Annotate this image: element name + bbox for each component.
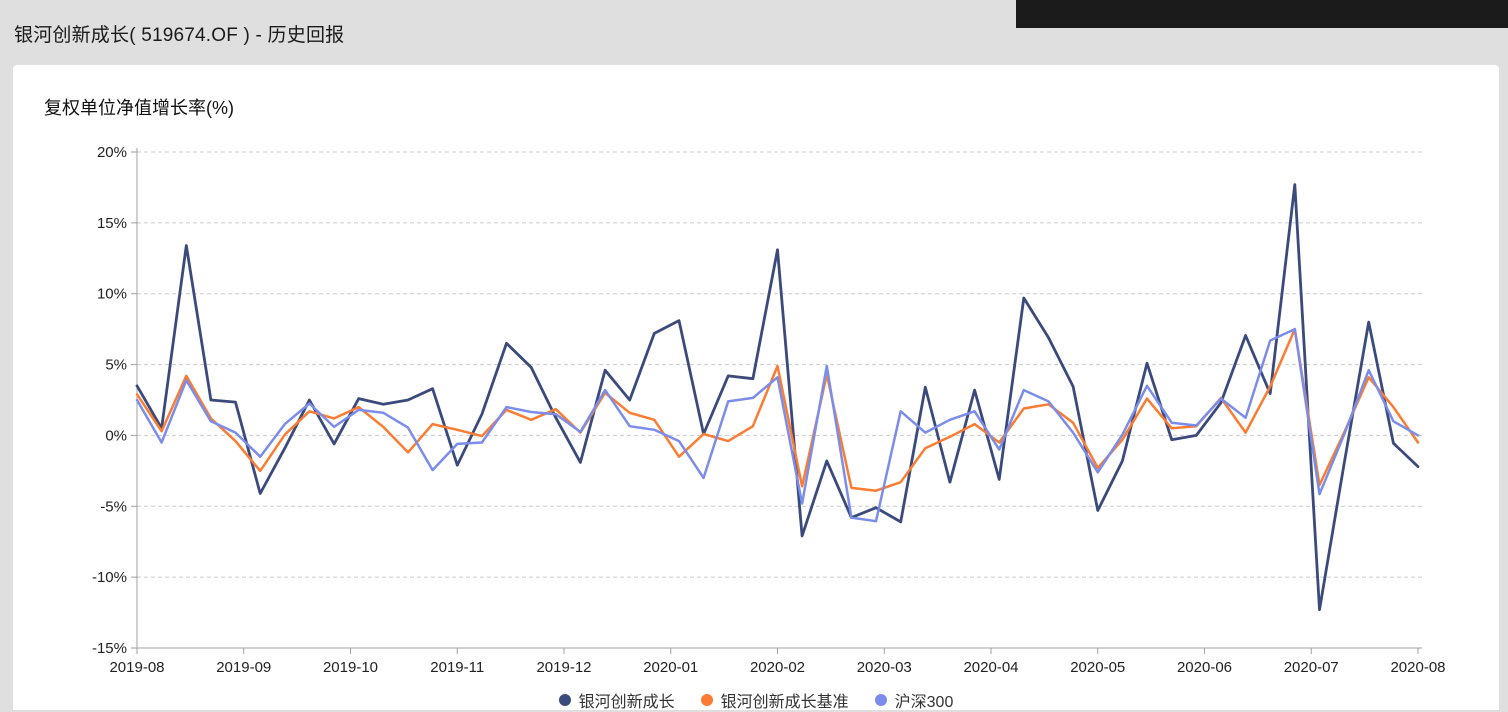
y-axis-label: 5% bbox=[105, 357, 127, 374]
x-axis-label: 2020-06 bbox=[1177, 659, 1232, 676]
x-axis-label: 2020-02 bbox=[750, 659, 805, 676]
chart-legend: 银河创新成长 银河创新成长基准 沪深300 bbox=[13, 688, 1499, 712]
series-line-0[interactable] bbox=[135, 183, 1420, 612]
legend-item-1[interactable]: 银河创新成长基准 bbox=[700, 688, 849, 712]
page-title: 银河创新成长( 519674.OF ) - 历史回报 bbox=[14, 25, 345, 46]
legend-label: 沪深300 bbox=[894, 694, 954, 711]
y-axis-label: -10% bbox=[92, 569, 127, 586]
y-axis-label: -5% bbox=[100, 498, 127, 515]
legend-dot-icon bbox=[558, 694, 571, 706]
x-axis-label: 2020-05 bbox=[1070, 659, 1125, 676]
x-axis-label: 2020-03 bbox=[857, 659, 912, 676]
chart-subtitle: 复权单位净值增长率(%) bbox=[44, 98, 234, 118]
y-axis-label: 0% bbox=[105, 427, 127, 444]
x-axis-label: 2020-07 bbox=[1284, 659, 1339, 676]
x-axis-label: 2020-08 bbox=[1390, 659, 1445, 676]
y-axis-label: -15% bbox=[92, 640, 127, 657]
legend-label: 银河创新成长 bbox=[578, 694, 675, 711]
series-line-2[interactable] bbox=[135, 327, 1420, 523]
legend-label: 银河创新成长基准 bbox=[720, 694, 849, 711]
x-axis-label: 2019-09 bbox=[216, 659, 271, 676]
x-axis-label: 2020-01 bbox=[643, 659, 698, 676]
x-axis-label: 2019-12 bbox=[536, 659, 591, 676]
legend-item-2[interactable]: 沪深300 bbox=[874, 688, 954, 712]
legend-dot-icon bbox=[874, 694, 887, 706]
x-axis-label: 2020-04 bbox=[963, 659, 1018, 676]
legend-item-0[interactable]: 银河创新成长 bbox=[558, 688, 675, 712]
legend-dot-icon bbox=[700, 694, 713, 706]
y-axis-label: 10% bbox=[97, 286, 127, 303]
header-dark-panel bbox=[1016, 0, 1508, 28]
x-axis-label: 2019-08 bbox=[109, 659, 164, 676]
x-axis-label: 2019-10 bbox=[323, 659, 378, 676]
y-axis-label: 20% bbox=[97, 144, 127, 161]
chart-card bbox=[13, 65, 1499, 710]
series-line-1[interactable] bbox=[135, 327, 1420, 492]
y-axis-label: 15% bbox=[97, 215, 127, 232]
x-axis-label: 2019-11 bbox=[430, 659, 484, 676]
